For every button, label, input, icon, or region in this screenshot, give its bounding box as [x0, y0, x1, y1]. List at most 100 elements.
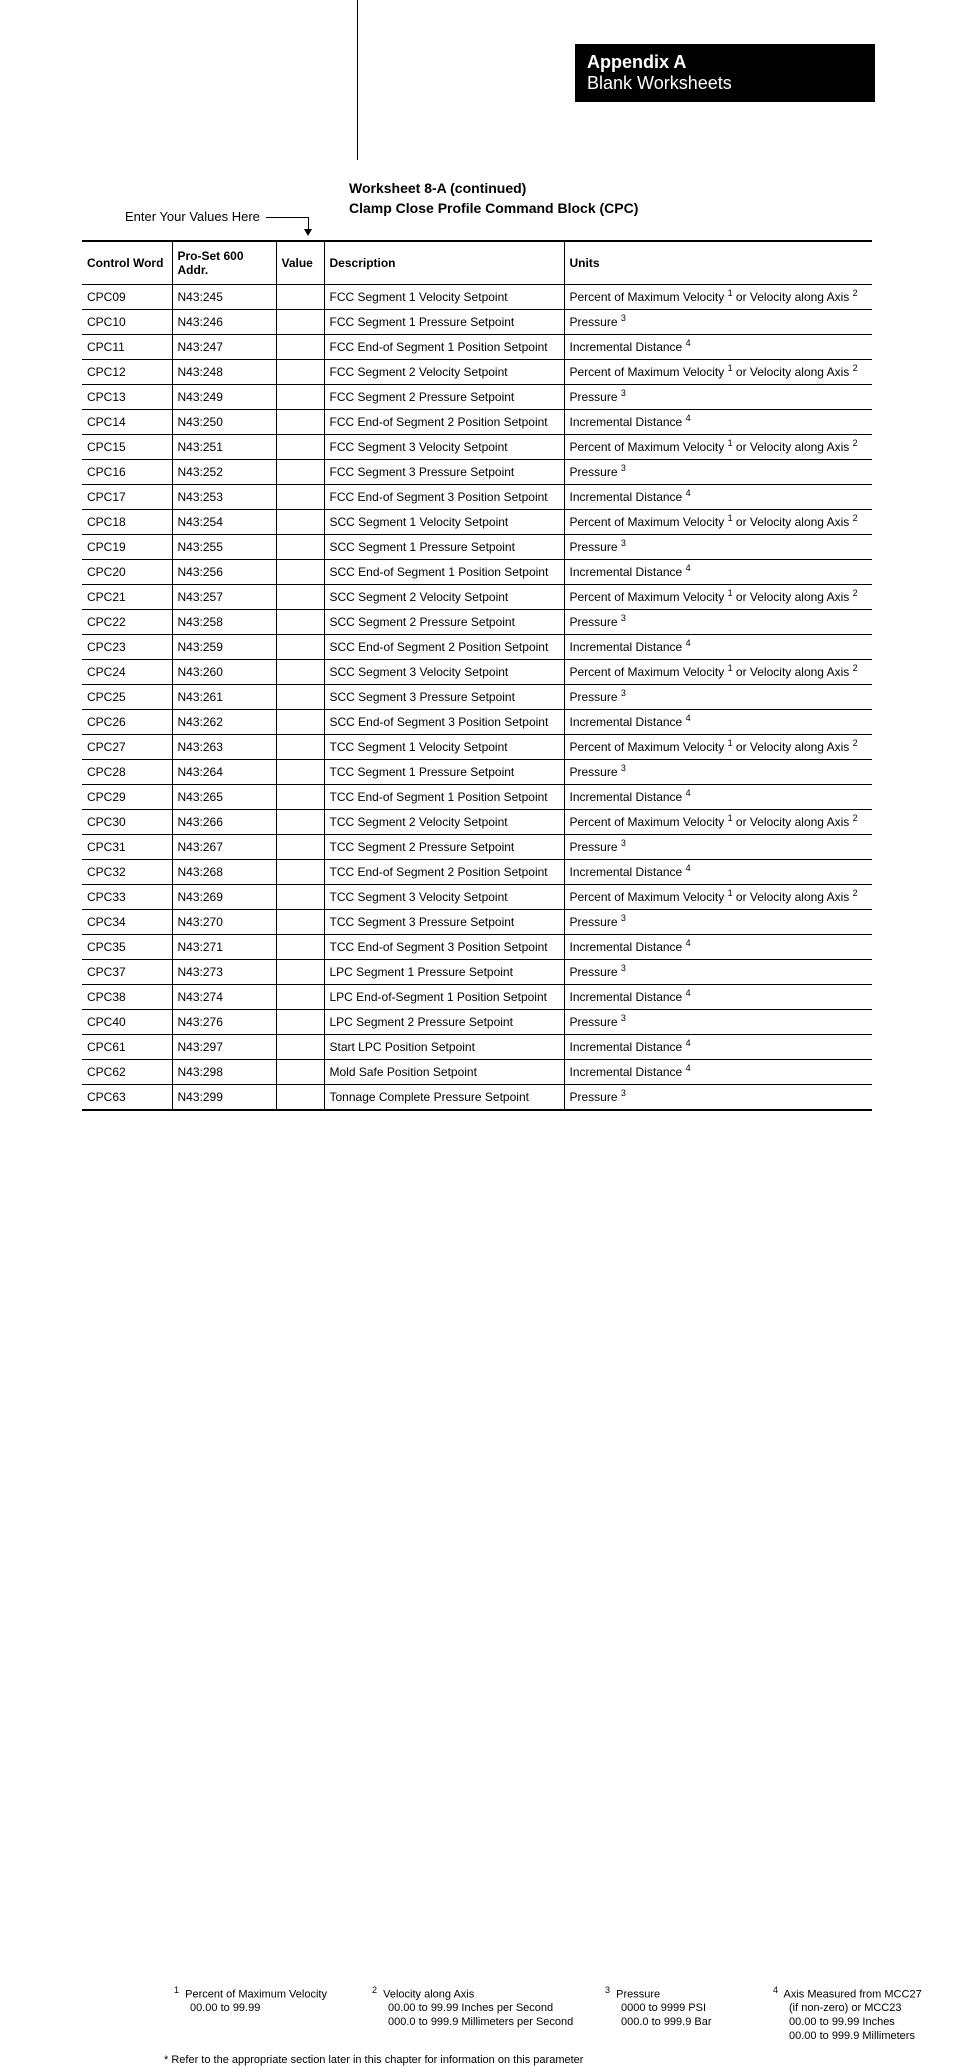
- cell-value-input[interactable]: [276, 935, 324, 960]
- cell-units: Pressure 3: [564, 960, 872, 985]
- cell-addr: N43:270: [172, 910, 276, 935]
- cell-addr: N43:250: [172, 410, 276, 435]
- cell-control-word: CPC10: [82, 310, 172, 335]
- cell-control-word: CPC19: [82, 535, 172, 560]
- cell-value-input[interactable]: [276, 635, 324, 660]
- col-header-control-word: Control Word: [82, 241, 172, 285]
- table-row: CPC26N43:262SCC End-of Segment 3 Positio…: [82, 710, 872, 735]
- cell-control-word: CPC14: [82, 410, 172, 435]
- cell-value-input[interactable]: [276, 285, 324, 310]
- cell-value-input[interactable]: [276, 560, 324, 585]
- arrow-head-icon: [304, 229, 312, 236]
- cell-value-input[interactable]: [276, 310, 324, 335]
- cell-value-input[interactable]: [276, 335, 324, 360]
- cell-value-input[interactable]: [276, 510, 324, 535]
- cell-value-input[interactable]: [276, 785, 324, 810]
- cell-addr: N43:273: [172, 960, 276, 985]
- cell-control-word: CPC40: [82, 1010, 172, 1035]
- cell-control-word: CPC22: [82, 610, 172, 635]
- cell-value-input[interactable]: [276, 960, 324, 985]
- cell-value-input[interactable]: [276, 460, 324, 485]
- cell-addr: N43:298: [172, 1060, 276, 1085]
- cell-addr: N43:266: [172, 810, 276, 835]
- cell-value-input[interactable]: [276, 860, 324, 885]
- cell-description: Tonnage Complete Pressure Setpoint: [324, 1085, 564, 1111]
- vertical-rule: [357, 0, 358, 160]
- cell-control-word: CPC25: [82, 685, 172, 710]
- cell-units: Pressure 3: [564, 1010, 872, 1035]
- cell-value-input[interactable]: [276, 585, 324, 610]
- arrow-hline: [266, 217, 308, 218]
- cell-units: Incremental Distance 4: [564, 1060, 872, 1085]
- cell-value-input[interactable]: [276, 385, 324, 410]
- cell-value-input[interactable]: [276, 760, 324, 785]
- cell-value-input[interactable]: [276, 360, 324, 385]
- footnote-reference: * Refer to the appropriate section later…: [164, 2054, 954, 2067]
- cell-description: SCC Segment 3 Velocity Setpoint: [324, 660, 564, 685]
- cell-value-input[interactable]: [276, 1035, 324, 1060]
- table-row: CPC21N43:257SCC Segment 2 Velocity Setpo…: [82, 585, 872, 610]
- cell-value-input[interactable]: [276, 1010, 324, 1035]
- cell-control-word: CPC61: [82, 1035, 172, 1060]
- table-row: CPC16N43:252FCC Segment 3 Pressure Setpo…: [82, 460, 872, 485]
- worksheet-table-wrap: Control Word Pro-Set 600 Addr. Value Des…: [82, 240, 872, 1196]
- cell-value-input[interactable]: [276, 885, 324, 910]
- cell-addr: N43:274: [172, 985, 276, 1010]
- cell-control-word: CPC16: [82, 460, 172, 485]
- cell-value-input[interactable]: [276, 435, 324, 460]
- table-row: CPC23N43:259SCC End-of Segment 2 Positio…: [82, 635, 872, 660]
- col-header-units: Units: [564, 241, 872, 285]
- cell-value-input[interactable]: [276, 1060, 324, 1085]
- cell-units: Incremental Distance 4: [564, 1035, 872, 1060]
- cell-value-input[interactable]: [276, 735, 324, 760]
- table-row: CPC28N43:264TCC Segment 1 Pressure Setpo…: [82, 760, 872, 785]
- cell-control-word: CPC32: [82, 860, 172, 885]
- table-row: CPC32N43:268TCC End-of Segment 2 Positio…: [82, 860, 872, 885]
- cell-addr: N43:249: [172, 385, 276, 410]
- cell-value-input[interactable]: [276, 985, 324, 1010]
- cell-value-input[interactable]: [276, 835, 324, 860]
- cell-description: SCC End-of Segment 2 Position Setpoint: [324, 635, 564, 660]
- cell-control-word: CPC11: [82, 335, 172, 360]
- cell-description: FCC End-of Segment 1 Position Setpoint: [324, 335, 564, 360]
- cell-description: LPC Segment 2 Pressure Setpoint: [324, 1010, 564, 1035]
- cell-control-word: CPC34: [82, 910, 172, 935]
- cell-control-word: CPC26: [82, 710, 172, 735]
- cell-description: TCC Segment 3 Pressure Setpoint: [324, 910, 564, 935]
- cell-value-input[interactable]: [276, 610, 324, 635]
- cell-addr: N43:271: [172, 935, 276, 960]
- footnote-3: 3 Pressure 0000 to 9999 PSI 000.0 to 999…: [605, 1985, 755, 2044]
- worksheet-title: Worksheet 8-A (continued): [349, 180, 638, 196]
- table-row: CPC20N43:256SCC End-of Segment 1 Positio…: [82, 560, 872, 585]
- cell-units: Percent of Maximum Velocity 1 or Velocit…: [564, 285, 872, 310]
- worksheet-table: Control Word Pro-Set 600 Addr. Value Des…: [82, 240, 872, 1111]
- cell-addr: N43:258: [172, 610, 276, 635]
- appendix-label: Appendix A: [587, 52, 863, 73]
- cell-addr: N43:299: [172, 1085, 276, 1111]
- col-header-addr: Pro-Set 600 Addr.: [172, 241, 276, 285]
- cell-units: Percent of Maximum Velocity 1 or Velocit…: [564, 735, 872, 760]
- cell-value-input[interactable]: [276, 910, 324, 935]
- cell-units: Percent of Maximum Velocity 1 or Velocit…: [564, 360, 872, 385]
- cell-description: TCC Segment 1 Pressure Setpoint: [324, 760, 564, 785]
- table-row: CPC17N43:253FCC End-of Segment 3 Positio…: [82, 485, 872, 510]
- cell-description: Start LPC Position Setpoint: [324, 1035, 564, 1060]
- cell-value-input[interactable]: [276, 410, 324, 435]
- cell-value-input[interactable]: [276, 535, 324, 560]
- table-row: CPC11N43:247FCC End-of Segment 1 Positio…: [82, 335, 872, 360]
- cell-description: TCC Segment 3 Velocity Setpoint: [324, 885, 564, 910]
- cell-value-input[interactable]: [276, 685, 324, 710]
- cell-addr: N43:255: [172, 535, 276, 560]
- table-row: CPC35N43:271TCC End-of Segment 3 Positio…: [82, 935, 872, 960]
- cell-value-input[interactable]: [276, 660, 324, 685]
- cell-value-input[interactable]: [276, 485, 324, 510]
- cell-value-input[interactable]: [276, 710, 324, 735]
- cell-value-input[interactable]: [276, 810, 324, 835]
- cell-units: Pressure 3: [564, 610, 872, 635]
- table-header-row: Control Word Pro-Set 600 Addr. Value Des…: [82, 241, 872, 285]
- table-row: CPC25N43:261SCC Segment 3 Pressure Setpo…: [82, 685, 872, 710]
- worksheet-subtitle: Clamp Close Profile Command Block (CPC): [349, 200, 638, 216]
- cell-units: Pressure 3: [564, 310, 872, 335]
- cell-description: TCC End-of Segment 2 Position Setpoint: [324, 860, 564, 885]
- cell-value-input[interactable]: [276, 1085, 324, 1111]
